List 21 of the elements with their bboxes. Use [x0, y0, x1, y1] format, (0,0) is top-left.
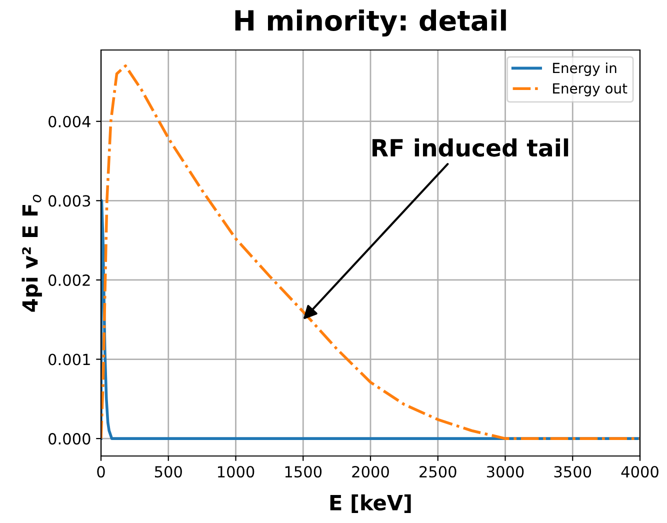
legend-label: Energy out: [553, 83, 628, 96]
line-series: [101, 64, 640, 440]
y-tick-label: 0.002: [48, 274, 90, 286]
x-tick-label: 1500: [285, 466, 322, 478]
y-tick-label: 0.004: [48, 116, 90, 128]
y-tick-label: 0.000: [48, 433, 90, 445]
x-tick-label: 1000: [218, 466, 254, 478]
x-tick-label: 4000: [621, 466, 658, 478]
x-tick-label: 3000: [486, 466, 524, 478]
x-tick-label: 2500: [420, 466, 456, 478]
x-tick-label: 500: [154, 466, 182, 478]
x-axis-title: E [keV]: [330, 494, 411, 513]
y-tick-label: 0.003: [48, 195, 90, 207]
y-axis-title: 4pi v² E F$_{o}$: [22, 194, 42, 312]
legend-label: Energy in: [553, 62, 616, 76]
x-tick-label: 2000: [352, 466, 389, 478]
chart-title: H minority: detail: [235, 9, 506, 37]
x-tick-label: 3500: [554, 466, 592, 478]
x-tick-label: 0: [97, 466, 105, 478]
y-tick-label: 0.001: [48, 354, 90, 366]
annotation: RF induced tail: [372, 138, 568, 157]
